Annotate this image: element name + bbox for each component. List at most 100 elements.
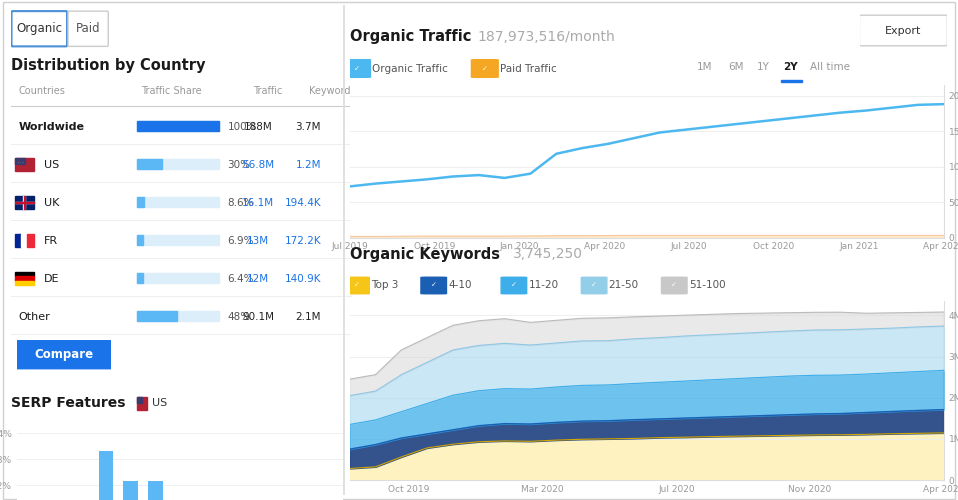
Bar xyxy=(15,234,21,247)
Text: ✓: ✓ xyxy=(511,282,516,288)
Bar xyxy=(15,281,34,285)
Bar xyxy=(137,273,219,283)
Text: Top 3: Top 3 xyxy=(371,280,399,290)
Bar xyxy=(137,159,219,169)
Bar xyxy=(137,235,143,245)
Text: ✓: ✓ xyxy=(354,282,359,288)
FancyBboxPatch shape xyxy=(68,11,108,47)
Text: Organic Traffic: Organic Traffic xyxy=(350,30,471,44)
Text: Countries: Countries xyxy=(18,86,65,96)
Bar xyxy=(137,197,219,207)
Text: 6.4%: 6.4% xyxy=(227,274,254,283)
Text: ✓: ✓ xyxy=(591,282,597,288)
Text: 90.1M: 90.1M xyxy=(242,312,274,322)
FancyBboxPatch shape xyxy=(421,277,446,294)
Text: 48%: 48% xyxy=(227,312,251,322)
FancyBboxPatch shape xyxy=(661,277,687,294)
Text: 2.1M: 2.1M xyxy=(295,312,321,322)
Bar xyxy=(15,202,34,203)
Text: 3,745,250: 3,745,250 xyxy=(513,248,583,262)
Text: 30%: 30% xyxy=(227,160,250,170)
Text: 1.2M: 1.2M xyxy=(295,160,321,170)
Bar xyxy=(137,273,143,283)
Text: 16.1M: 16.1M xyxy=(242,198,274,207)
Bar xyxy=(148,481,163,500)
Bar xyxy=(23,196,25,209)
Text: Organic: Organic xyxy=(16,22,62,35)
Bar xyxy=(15,272,34,276)
Text: ·: · xyxy=(17,162,18,166)
FancyBboxPatch shape xyxy=(11,11,67,47)
Text: Distribution by Country: Distribution by Country xyxy=(11,58,206,73)
Text: 12M: 12M xyxy=(247,274,269,283)
Bar xyxy=(15,196,34,209)
Text: Traffic Share: Traffic Share xyxy=(141,86,201,96)
Bar xyxy=(137,235,219,245)
Text: SERP Features: SERP Features xyxy=(11,396,126,410)
Bar xyxy=(15,202,34,203)
Bar xyxy=(137,121,219,131)
FancyBboxPatch shape xyxy=(582,277,606,294)
Text: ✓: ✓ xyxy=(672,282,677,288)
Text: Export: Export xyxy=(885,26,922,36)
FancyBboxPatch shape xyxy=(13,340,115,370)
Text: 187,973,516/month: 187,973,516/month xyxy=(477,30,615,44)
Text: 51-100: 51-100 xyxy=(689,280,725,290)
Text: Traffic: Traffic xyxy=(253,86,283,96)
Text: FR: FR xyxy=(44,236,57,246)
Bar xyxy=(137,397,143,403)
Text: 11-20: 11-20 xyxy=(529,280,559,290)
Text: 2Y: 2Y xyxy=(784,62,798,72)
Text: 21-50: 21-50 xyxy=(608,280,639,290)
Text: 56.8M: 56.8M xyxy=(242,160,274,170)
Text: 6.9%: 6.9% xyxy=(227,236,254,246)
Text: 3.7M: 3.7M xyxy=(295,122,321,132)
Text: Paid: Paid xyxy=(76,22,101,35)
Bar xyxy=(15,158,34,172)
Text: 194.4K: 194.4K xyxy=(285,198,321,207)
Text: Organic Traffic: Organic Traffic xyxy=(373,64,448,74)
Text: 100%: 100% xyxy=(227,122,257,132)
Text: 13M: 13M xyxy=(247,236,269,246)
Bar xyxy=(137,121,219,131)
Text: Compare: Compare xyxy=(34,348,94,360)
Bar xyxy=(24,196,25,209)
Text: 6M: 6M xyxy=(729,62,744,72)
Bar xyxy=(782,80,802,82)
Bar xyxy=(99,450,113,500)
Text: US: US xyxy=(151,398,167,408)
Text: ✓: ✓ xyxy=(482,66,488,71)
Text: Organic Keywords: Organic Keywords xyxy=(350,247,500,262)
Text: All time: All time xyxy=(810,62,850,72)
Bar xyxy=(137,311,219,321)
Text: Paid Traffic: Paid Traffic xyxy=(500,64,557,74)
Bar xyxy=(15,158,25,164)
Text: DE: DE xyxy=(44,274,59,283)
Text: 1M: 1M xyxy=(697,62,713,72)
FancyBboxPatch shape xyxy=(471,60,498,78)
FancyBboxPatch shape xyxy=(859,15,947,46)
Bar xyxy=(21,234,28,247)
Text: Worldwide: Worldwide xyxy=(18,122,84,132)
Text: ✓: ✓ xyxy=(431,282,437,288)
Text: ·: · xyxy=(20,162,21,166)
Bar xyxy=(28,234,34,247)
Text: ✓: ✓ xyxy=(354,66,360,71)
Text: 172.2K: 172.2K xyxy=(285,236,321,246)
Bar xyxy=(137,197,145,207)
Text: Other: Other xyxy=(18,312,50,322)
Text: 140.9K: 140.9K xyxy=(285,274,321,283)
Bar xyxy=(137,397,147,410)
FancyBboxPatch shape xyxy=(344,60,371,78)
Text: 4-10: 4-10 xyxy=(448,280,471,290)
FancyBboxPatch shape xyxy=(501,277,527,294)
Text: UK: UK xyxy=(44,198,59,207)
Bar xyxy=(124,481,138,500)
Bar xyxy=(137,159,162,169)
Text: 1Y: 1Y xyxy=(757,62,769,72)
Bar xyxy=(15,276,34,281)
Text: ·: · xyxy=(22,162,23,166)
Text: 188M: 188M xyxy=(243,122,272,132)
Text: US: US xyxy=(44,160,59,170)
Bar xyxy=(137,311,176,321)
